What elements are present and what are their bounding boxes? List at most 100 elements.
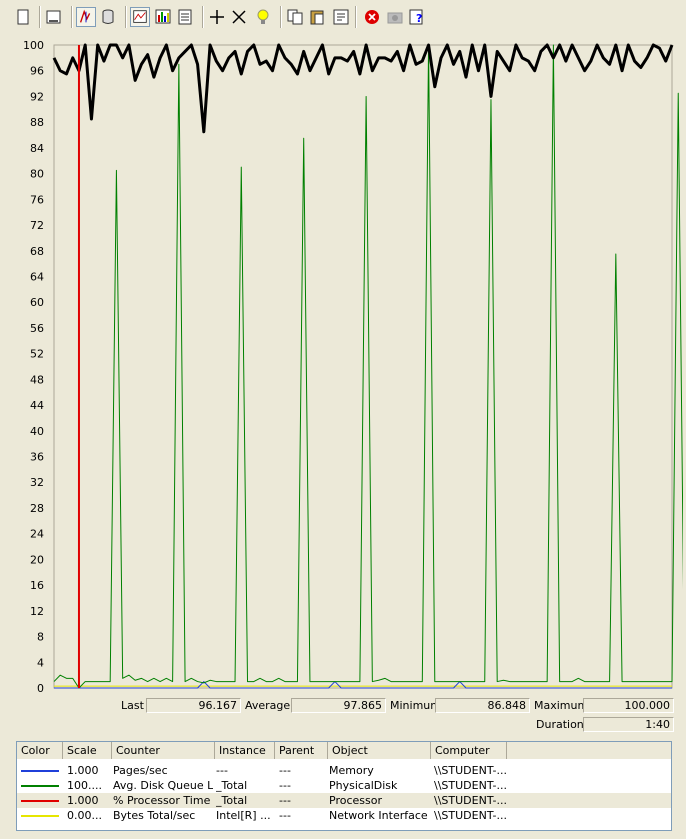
highlight-icon [257,9,269,24]
y-tick-label: 16 [30,579,44,592]
delete-counter-button[interactable] [229,7,249,27]
legend-cell-counter: Bytes Total/sec [113,809,196,822]
y-tick-label: 88 [30,116,44,129]
y-tick-label: 72 [30,219,44,232]
y-tick-label: 36 [30,451,44,464]
view-current-activity-button[interactable] [76,7,96,27]
last-value: 96.167 [146,698,241,713]
counter-legend[interactable]: Color Scale Counter Instance Parent Obje… [16,741,672,831]
legend-cell-scale: 1.000 [67,794,99,807]
y-tick-label: 80 [30,168,44,181]
copy-properties-icon [287,9,303,25]
legend-cell-instance: _Total [216,794,248,807]
legend-cell-counter: Avg. Disk Queue L... [113,779,213,792]
properties-button[interactable] [331,7,351,27]
column-header-object[interactable]: Object [328,742,431,759]
new-counter-set-icon [17,9,29,25]
y-tick-label: 56 [30,322,44,335]
legend-cell-parent: --- [279,809,291,822]
y-tick-label: 20 [30,553,44,566]
view-report-icon [178,9,192,25]
duration-label: Duration [536,718,584,731]
legend-row[interactable]: 0.00... Bytes Total/sec Intel[R] ... --- Net… [17,808,671,823]
view-report-button[interactable] [175,7,195,27]
y-tick-label: 84 [30,142,44,155]
last-label: Last [121,699,144,712]
view-log-data-button[interactable] [98,7,118,27]
series-line-avg-disk-queue-length [53,44,683,689]
legend-color-swatch [21,785,59,787]
legend-color-swatch [21,800,59,802]
toolbar-separator [125,6,127,28]
y-tick-label: 96 [30,65,44,78]
legend-cell-object: Network Interface [329,809,428,822]
delete-counter-icon [232,10,246,24]
y-tick-label: 60 [30,296,44,309]
toolbar-separator [71,6,73,28]
duration-value: 1:40 [583,717,674,732]
legend-cell-object: Memory [329,764,374,777]
legend-cell-object: PhysicalDisk [329,779,398,792]
legend-cell-parent: --- [279,794,291,807]
performance-graph: 1009692888480767268646056524844403632282… [23,39,683,695]
legend-cell-counter: Pages/sec [113,764,168,777]
toolbar-separator [355,6,357,28]
highlight-button[interactable] [253,7,273,27]
legend-cell-instance: _Total [216,779,248,792]
series-line--processor-time [52,43,674,134]
add-counter-button[interactable] [207,7,227,27]
legend-cell-parent: --- [279,764,291,777]
column-header-instance[interactable]: Instance [215,742,275,759]
legend-header: Color Scale Counter Instance Parent Obje… [17,742,671,759]
legend-row[interactable]: 1.000 % Processor Time _Total --- Processor \… [17,793,671,808]
y-tick-label: 0 [37,682,44,695]
y-tick-label: 48 [30,373,44,386]
legend-cell-counter: % Processor Time [113,794,211,807]
y-tick-label: 8 [37,631,44,644]
column-header-scale[interactable]: Scale [63,742,112,759]
clear-display-icon [46,10,61,24]
average-value: 97.865 [291,698,386,713]
freeze-display-icon [365,10,379,24]
y-tick-label: 24 [30,528,44,541]
y-tick-label: 64 [30,270,44,283]
toolbar-separator [39,6,41,28]
y-tick-label: 92 [30,90,44,103]
help-button[interactable]: ? [407,7,427,27]
legend-cell-instance: --- [216,764,228,777]
properties-icon [333,9,349,25]
y-tick-label: 12 [30,605,44,618]
y-tick-label: 100 [23,39,44,52]
column-header-color[interactable]: Color [17,742,63,759]
update-data-button[interactable] [385,7,405,27]
view-graph-button[interactable] [130,7,150,27]
view-current-activity-icon [79,9,91,23]
paste-counter-list-button[interactable] [307,7,327,27]
toolbar-separator [202,6,204,28]
y-tick-label: 52 [30,348,44,361]
legend-cell-scale: 100.... [67,779,102,792]
graph-panel: 100 96 92 88 84 80 76 72 68 64 60 56 52 48 44 40 36 32 28 2… [16,34,683,734]
view-log-data-icon [102,9,114,24]
copy-properties-button[interactable] [285,7,305,27]
paste-counter-list-icon [310,10,324,25]
y-tick-label: 68 [30,245,44,258]
column-header-counter[interactable]: Counter [112,742,215,759]
legend-row[interactable]: 1.000 Pages/sec --- --- Memory \\STUDENT-... [17,763,671,778]
minimum-value: 86.848 [435,698,530,713]
series-line-pages-sec [54,681,672,689]
column-header-parent[interactable]: Parent [275,742,328,759]
legend-cell-computer: \\STUDENT-... [434,779,507,792]
clear-display-button[interactable] [44,7,64,27]
new-counter-set-button[interactable] [13,7,33,27]
column-header-computer[interactable]: Computer [431,742,507,759]
view-histogram-button[interactable] [153,7,173,27]
legend-cell-scale: 1.000 [67,764,99,777]
legend-cell-parent: --- [279,779,291,792]
freeze-display-button[interactable] [362,7,382,27]
legend-cell-object: Processor [329,794,382,807]
y-tick-label: 4 [37,656,44,669]
legend-color-swatch [21,770,59,772]
legend-row[interactable]: 100.... Avg. Disk Queue L... _Total --- Phys… [17,778,671,793]
toolbar-separator [280,6,282,28]
